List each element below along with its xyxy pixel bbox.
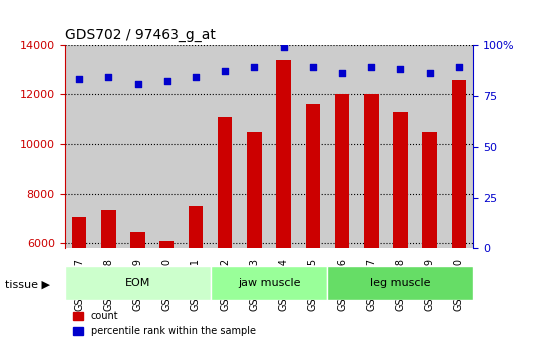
Bar	[72, 217, 87, 345]
Bar	[101, 210, 116, 345]
Point	[308, 65, 317, 70]
Text: GDS702 / 97463_g_at: GDS702 / 97463_g_at	[65, 28, 215, 42]
Bar	[189, 206, 203, 345]
Point	[279, 44, 288, 50]
Bar	[422, 132, 437, 345]
FancyBboxPatch shape	[210, 266, 328, 300]
Point	[455, 65, 463, 70]
Point	[396, 67, 405, 72]
Bar	[306, 105, 320, 345]
Bar	[364, 95, 379, 345]
Bar	[393, 112, 408, 345]
Bar	[277, 60, 291, 345]
Point	[133, 81, 142, 86]
Text: leg muscle: leg muscle	[370, 278, 431, 288]
Bar	[159, 241, 174, 345]
Text: EOM: EOM	[125, 278, 150, 288]
Text: jaw muscle: jaw muscle	[238, 278, 300, 288]
Point	[221, 69, 230, 74]
Bar	[335, 95, 349, 345]
Point	[75, 77, 83, 82]
Point	[338, 71, 346, 76]
Point	[426, 71, 434, 76]
Point	[192, 75, 200, 80]
Bar	[451, 80, 466, 345]
Point	[250, 65, 259, 70]
Point	[162, 79, 171, 84]
Bar	[247, 132, 261, 345]
Bar	[130, 232, 145, 345]
Point	[367, 65, 376, 70]
Text: tissue ▶: tissue ▶	[5, 280, 51, 289]
FancyBboxPatch shape	[65, 266, 210, 300]
FancyBboxPatch shape	[328, 266, 473, 300]
Legend: count, percentile rank within the sample: count, percentile rank within the sample	[69, 307, 260, 340]
Bar	[218, 117, 232, 345]
Point	[104, 75, 112, 80]
